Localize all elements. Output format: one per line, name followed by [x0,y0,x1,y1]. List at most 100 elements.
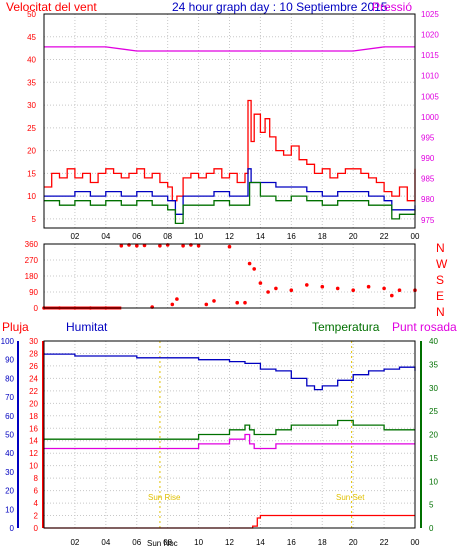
x-tick-label: 08 [163,232,172,241]
direction-point [335,286,340,291]
rain-axis-tick: 28 [29,349,38,358]
dewpoint-legend: Punt rosada [392,320,457,334]
direction-point [320,284,325,289]
direction-point [274,286,278,291]
x-tick-label: 06 [132,232,141,241]
pressure-axis-tick: 1010 [421,72,439,81]
direction-axis-tick: 0 [34,304,39,313]
series-pressure [44,46,415,52]
pressure-axis-tick: 990 [421,154,435,163]
direction-point [204,302,209,307]
rain-axis-tick: 20 [29,399,38,408]
compass-label: E [436,289,444,303]
x-tick-label: 16 [287,232,296,241]
rain-axis-tick: 2 [34,512,39,521]
x-tick-label: 02 [70,232,79,241]
series-minimum [44,181,416,225]
x-tick-label: 22 [380,538,389,547]
temperature-humidity-panel: 0102030405060708090100024681012141618202… [1,337,439,547]
rain-axis-tick: 26 [29,362,38,371]
wind-axis-tick: 5 [32,215,37,224]
rain-axis-tick: 0 [34,524,39,533]
pressure-axis-tick: 1020 [421,31,439,40]
series-punt-rosada [44,433,415,450]
x-tick-label: 22 [380,232,389,241]
x-tick-label: 20 [349,538,358,547]
direction-point [181,244,185,248]
humidity-axis-tick: 40 [5,449,14,458]
noon-annotation: Sun Noc [147,539,178,548]
wind-axis-tick: 50 [27,10,36,19]
direction-axis-tick: 360 [25,240,39,249]
rain-axis-tick: 16 [29,424,38,433]
pressure-axis-tick: 1025 [421,10,439,19]
temperature-axis-tick: 20 [429,431,438,440]
direction-point [289,288,294,293]
x-tick-label: 14 [256,232,265,241]
rain-axis-tick: 8 [34,474,39,483]
wind-speed-label: Velocitat del vent [6,0,97,14]
rain-axis-tick: 10 [29,462,38,471]
humidity-legend: Humitat [66,320,108,334]
direction-point [227,244,232,249]
x-tick-label: 00 [411,538,420,547]
x-tick-label: 00 [411,232,420,241]
rain-axis-tick: 6 [34,487,39,496]
compass-label: W [436,257,448,271]
direction-axis-tick: 90 [29,288,38,297]
plot-frame [43,13,416,229]
rain-axis-tick: 4 [34,499,39,508]
x-tick-label: 04 [101,538,110,547]
direction-point [119,244,124,248]
compass-label: S [436,273,444,287]
humidity-axis-tick: 80 [5,374,14,383]
direction-point [196,244,201,248]
direction-point [382,286,386,291]
wind-axis-tick: 45 [27,33,36,42]
direction-point [390,293,394,298]
humidity-axis-tick: 30 [5,468,14,477]
wind-axis-tick: 25 [27,124,36,133]
direction-point [247,261,252,266]
pressure-axis-tick: 985 [421,175,435,184]
x-tick-label: 18 [318,538,327,547]
wind-axis-tick: 20 [27,147,36,156]
compass-label: N [436,241,445,255]
temperature-axis-tick: 25 [429,407,438,416]
x-tick-label: 14 [256,538,265,547]
temperature-axis-tick: 15 [429,454,438,463]
x-tick-label: 16 [287,538,296,547]
direction-axis-tick: 270 [25,256,39,265]
direction-point [266,290,270,294]
temperature-axis-tick: 40 [429,337,438,346]
wind-axis-tick: 30 [27,101,36,110]
rain-axis-tick: 22 [29,387,38,396]
pressure-axis-tick: 980 [421,195,435,204]
plot-frame [43,340,416,529]
x-tick-label: 04 [101,232,110,241]
humidity-axis-tick: 70 [5,393,14,402]
wind-axis-tick: 10 [27,192,36,201]
wind-axis-tick: 40 [27,56,36,65]
direction-point [175,297,179,301]
direction-point [397,288,402,293]
temperature-axis-tick: 10 [429,477,438,486]
series-temperatura [44,419,415,440]
temperature-legend: Temperatura [312,320,380,334]
direction-point [258,281,263,285]
pressure-label: Pressió [372,0,412,14]
humidity-axis-tick: 50 [5,431,14,440]
x-tick-label: 10 [194,538,203,547]
series-average [44,168,416,215]
x-tick-label: 06 [132,538,141,547]
humidity-axis-tick: 100 [1,337,15,346]
pressure-axis-tick: 1015 [421,51,439,60]
direction-point [158,244,162,248]
direction-point [135,244,139,248]
x-tick-label: 08 [163,538,172,547]
direction-point [351,288,356,293]
sunrise-annotation: Sun Rise [148,493,181,502]
direction-point [366,284,371,289]
